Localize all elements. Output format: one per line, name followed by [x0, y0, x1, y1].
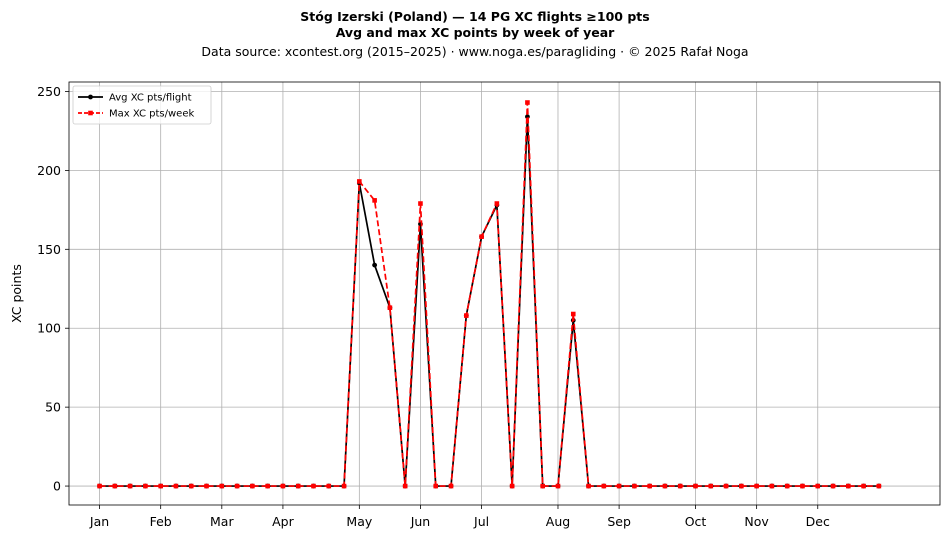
data-point	[357, 179, 362, 184]
y-tick-label: 150	[37, 242, 61, 257]
data-point	[372, 198, 377, 203]
data-point	[143, 483, 148, 489]
data-point	[219, 483, 225, 489]
x-tick-label: Jun	[410, 514, 431, 529]
data-point	[509, 483, 515, 489]
data-point	[830, 483, 836, 489]
data-point	[311, 483, 316, 489]
data-point	[479, 234, 484, 239]
data-point	[647, 483, 652, 489]
data-point	[876, 483, 882, 489]
x-tick-label: Jul	[473, 514, 489, 529]
y-axis-label: XC points	[9, 264, 24, 323]
data-point	[693, 483, 698, 489]
chart-title: Stóg Izerski (Poland) — 14 PG XC flights…	[300, 9, 649, 24]
x-tick-label: Dec	[806, 514, 830, 529]
series-line	[99, 115, 879, 487]
plot-frame	[68, 81, 941, 506]
data-point	[861, 483, 866, 489]
data-point	[387, 305, 393, 311]
data-point	[158, 483, 163, 489]
data-point	[188, 483, 194, 489]
series-max	[97, 100, 882, 489]
data-point	[800, 483, 805, 489]
data-point	[204, 483, 209, 489]
data-point	[525, 100, 530, 105]
x-tick-label: Mar	[210, 514, 234, 529]
data-point	[769, 483, 775, 489]
data-point	[341, 483, 347, 489]
data-point	[418, 201, 423, 206]
legend: Avg XC pts/flight Max XC pts/week	[72, 85, 212, 125]
chart-subtitle: Avg and max XC points by week of year	[336, 25, 615, 40]
legend-marker	[88, 94, 93, 100]
series-layer	[97, 100, 882, 489]
data-point	[97, 483, 102, 489]
data-point	[402, 483, 408, 489]
y-tick-label: 200	[37, 163, 61, 178]
data-point	[784, 483, 790, 489]
data-point	[250, 483, 255, 489]
data-point	[555, 483, 561, 489]
data-point	[433, 483, 439, 489]
data-point	[326, 483, 332, 489]
legend-entry: Avg XC pts/flight	[78, 93, 192, 104]
data-point	[234, 483, 240, 489]
data-point	[632, 483, 637, 489]
data-point	[372, 262, 378, 268]
x-tick-label: Sep	[607, 514, 631, 529]
data-point	[280, 483, 286, 489]
data-point	[295, 483, 301, 489]
legend-entry: Max XC pts/week	[78, 109, 194, 120]
data-point	[815, 483, 821, 489]
grid-lines	[69, 82, 940, 505]
legend-box	[72, 85, 212, 125]
legend-items: Avg XC pts/flight Max XC pts/week	[78, 93, 194, 120]
data-point	[601, 483, 607, 489]
chart-source-line: Data source: xcontest.org (2015–2025) · …	[201, 44, 748, 59]
data-point	[540, 483, 546, 489]
data-point	[586, 483, 591, 489]
data-point	[662, 483, 668, 489]
data-point	[127, 483, 133, 489]
data-point	[677, 483, 683, 489]
data-point	[265, 483, 270, 489]
data-point	[616, 483, 622, 489]
x-tick-label: Jan	[89, 514, 109, 529]
data-point	[708, 483, 714, 489]
data-point	[754, 483, 759, 489]
data-point	[570, 311, 576, 317]
y-tick-label: 250	[37, 84, 61, 99]
data-point	[112, 483, 118, 489]
series-line	[99, 101, 879, 487]
legend-marker	[88, 110, 93, 116]
legend-label: Avg XC pts/flight	[109, 93, 192, 104]
x-tick-label: Aug	[546, 514, 570, 529]
data-point	[463, 313, 469, 318]
data-point	[739, 483, 744, 489]
x-tick-label: Apr	[272, 514, 294, 529]
x-tick-label: Feb	[150, 514, 172, 529]
data-point	[723, 483, 729, 489]
legend-label: Max XC pts/week	[109, 109, 194, 120]
data-point	[173, 483, 179, 489]
x-tick-label: Oct	[685, 514, 707, 529]
data-point	[448, 483, 454, 489]
y-tick-label: 50	[45, 400, 61, 415]
data-point	[494, 201, 500, 206]
y-tick-label: 100	[37, 321, 61, 336]
y-tick-label: 0	[53, 479, 61, 494]
data-point	[846, 483, 851, 489]
x-tick-label: Nov	[744, 514, 769, 529]
axes: Jan Feb Mar Apr May Jun Jul Aug Sep Oct Nov Dec 0 50 1…	[37, 84, 830, 529]
x-tick-label: May	[346, 514, 372, 529]
